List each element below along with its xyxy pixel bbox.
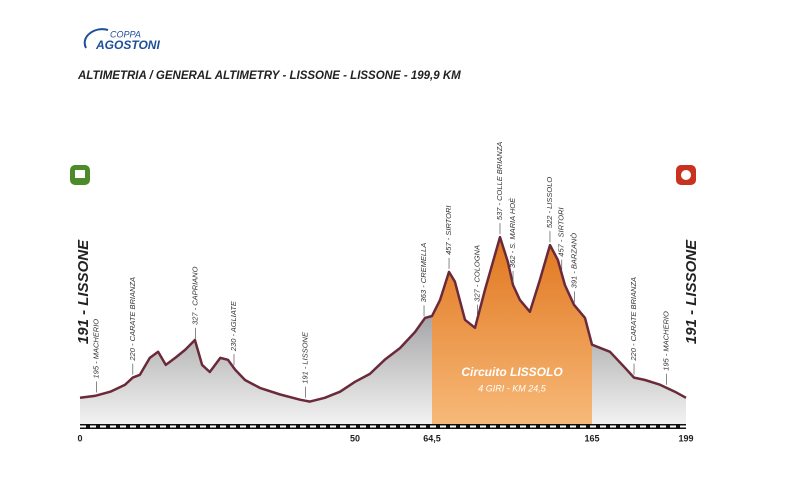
- annotation: 195 - MACHERIO: [91, 319, 100, 379]
- x-tick-label: 0: [77, 433, 82, 443]
- annotation: 191 - LISSONE: [300, 331, 309, 384]
- end-flag: [676, 165, 696, 185]
- circuit-title: Circuito LISSOLO: [461, 365, 563, 379]
- chart-title: ALTIMETRIA / GENERAL ALTIMETRY - LISSONE…: [77, 70, 461, 82]
- start-flag: [70, 165, 90, 185]
- brand-top: COPPA: [110, 29, 141, 39]
- annotation: 327 - CAPRIANO: [190, 266, 199, 325]
- area: [80, 237, 686, 424]
- annotation: 457 - SIRTORI: [557, 207, 566, 256]
- x-tick-label: 165: [584, 433, 599, 443]
- annotation: 195 - MACHERIO: [662, 311, 671, 371]
- start-label: 191 - LISSONE: [75, 239, 92, 344]
- x-tick-label: 64,5: [423, 433, 441, 443]
- brand: AGOSTONI: [95, 38, 160, 52]
- circuit-subtitle: 4 GIRI - KM 24,5: [478, 383, 547, 393]
- x-tick-label: 50: [350, 433, 360, 443]
- annotation: 230 - AGLIATE: [229, 300, 238, 352]
- annotation: 363 - CREMELLA: [419, 243, 428, 303]
- end-label: 191 - LISSONE: [683, 239, 700, 344]
- x-tick-label: 199: [678, 433, 693, 443]
- circuit-area: [432, 237, 592, 424]
- logo: COPPA AGOSTONI: [83, 28, 160, 52]
- annotation: 220 - CARATE BRIANZA: [629, 277, 638, 362]
- annotation: 391 - BARZANÒ: [569, 233, 578, 289]
- annotation: 327 - COLOGNA: [472, 245, 481, 302]
- annotation: 362 - S. MARIA HOÈ: [508, 197, 517, 268]
- annotation: 457 - SIRTORI: [444, 206, 453, 255]
- annotation: 220 - CARATE BRIANZA: [128, 277, 137, 362]
- annotation: 522 - LISSOLO: [545, 177, 554, 228]
- profile-line: [79, 235, 687, 403]
- annotation: 537 - COLLE BRIANZA: [495, 142, 504, 220]
